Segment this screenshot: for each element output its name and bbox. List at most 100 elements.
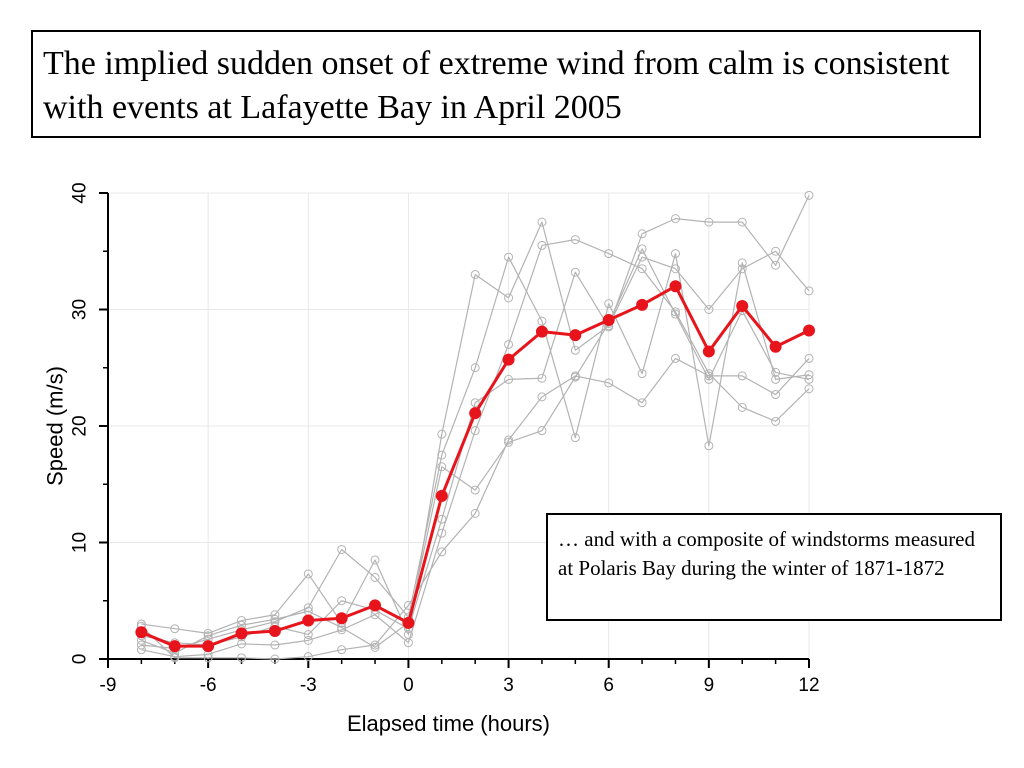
- storm-data-point: [804, 353, 814, 363]
- storm-data-point: [771, 390, 781, 400]
- storm-data-point: [170, 653, 180, 663]
- storm-data-point: [737, 217, 747, 227]
- x-tick-label: 9: [704, 675, 715, 696]
- storm-data-point: [504, 339, 514, 349]
- x-tick-label: 0: [403, 675, 414, 696]
- storm-data-point: [604, 249, 614, 259]
- mean-data-point: [268, 625, 281, 638]
- storm-data-point: [771, 246, 781, 256]
- y-tick-label: 40: [70, 182, 91, 203]
- storm-data-point: [504, 374, 514, 384]
- mean-data-point: [602, 313, 615, 326]
- mean-data-point: [569, 329, 582, 342]
- storm-data-point: [704, 441, 714, 451]
- storm-data-point: [570, 267, 580, 277]
- y-tick-label: 10: [70, 532, 91, 553]
- mean-data-point: [235, 627, 248, 640]
- storm-data-point: [771, 416, 781, 426]
- storm-data-point: [370, 642, 380, 652]
- mean-data-point: [335, 612, 348, 625]
- x-tick-label: -3: [300, 675, 317, 696]
- storm-data-point: [570, 345, 580, 355]
- y-tick-label: 30: [70, 299, 91, 320]
- storm-data-point: [203, 631, 213, 641]
- storm-data-point: [303, 635, 313, 645]
- storm-data-point: [537, 392, 547, 402]
- slide-title: The implied sudden onset of extreme wind…: [31, 30, 981, 138]
- grid-layer: [107, 192, 810, 660]
- storm-data-point: [771, 374, 781, 384]
- storm-data-point: [637, 398, 647, 408]
- storm-data-point: [303, 569, 313, 579]
- storm-data-point: [737, 258, 747, 268]
- storm-series-line: [140, 357, 810, 660]
- mean-data-point: [202, 640, 215, 653]
- mean-data-point: [402, 616, 415, 629]
- annotation-box: … and with a composite of windstorms mea…: [546, 513, 1002, 621]
- storm-data-point: [437, 547, 447, 557]
- storm-data-point: [570, 235, 580, 245]
- storm-data-point: [537, 426, 547, 436]
- storm-data-point: [804, 190, 814, 200]
- storm-data-point: [504, 252, 514, 262]
- storm-data-point: [370, 572, 380, 582]
- storm-data-point: [437, 462, 447, 472]
- storm-data-point: [237, 639, 247, 649]
- storm-data-point: [470, 270, 480, 280]
- storm-data-point: [537, 240, 547, 250]
- storm-data-point: [670, 309, 680, 319]
- storm-data-point: [604, 299, 614, 309]
- tick-labels-layer: -9 -6 -3 0 3 6 9 12 0 10 20 30 40: [70, 182, 820, 696]
- storm-data-point: [470, 426, 480, 436]
- composite-mean-layer: [135, 280, 815, 653]
- storm-data-point: [670, 214, 680, 224]
- mean-data-point: [469, 407, 482, 420]
- storm-series-line: [141, 252, 810, 650]
- storm-data-point: [403, 638, 413, 648]
- x-tick-label: 3: [503, 675, 514, 696]
- storm-series-line: [141, 248, 810, 654]
- mean-data-point: [502, 353, 515, 366]
- storm-data-point: [637, 229, 647, 239]
- storm-data-point: [237, 653, 247, 663]
- mean-data-point: [702, 345, 715, 358]
- storm-series-line: [141, 239, 810, 658]
- x-tick-label: -9: [100, 675, 117, 696]
- axes-layer: [99, 192, 810, 668]
- storm-data-point: [136, 640, 146, 650]
- storm-data-point: [437, 528, 447, 538]
- x-tick-label: 12: [798, 675, 819, 696]
- storm-data-point: [437, 429, 447, 439]
- storm-data-point: [270, 654, 280, 664]
- storm-data-point: [203, 628, 213, 638]
- storm-data-point: [670, 307, 680, 317]
- storm-data-point: [737, 402, 747, 412]
- y-tick-label: 0: [70, 654, 91, 665]
- storm-data-point: [570, 372, 580, 382]
- storm-data-point: [337, 544, 347, 554]
- storm-data-point: [303, 652, 313, 662]
- mean-data-point: [369, 599, 382, 612]
- storm-data-point: [704, 374, 714, 384]
- storm-data-point: [470, 363, 480, 373]
- x-axis-label: Elapsed time (hours): [347, 711, 550, 736]
- mean-data-point: [736, 300, 749, 313]
- storm-data-point: [203, 653, 213, 663]
- storm-data-point: [670, 249, 680, 259]
- storm-data-point: [470, 485, 480, 495]
- mean-data-point: [302, 614, 315, 627]
- storm-data-point: [437, 450, 447, 460]
- storm-data-point: [504, 435, 514, 445]
- mean-data-point: [803, 324, 815, 337]
- storm-data-point: [537, 217, 547, 227]
- mean-data-point: [535, 325, 548, 338]
- storm-data-point: [570, 433, 580, 443]
- mean-data-point: [168, 640, 181, 653]
- storm-data-point: [804, 286, 814, 296]
- storm-data-point: [270, 614, 280, 624]
- storm-data-point: [470, 508, 480, 518]
- storm-data-point: [637, 369, 647, 379]
- mean-data-point: [435, 489, 448, 502]
- mean-data-point: [669, 280, 682, 293]
